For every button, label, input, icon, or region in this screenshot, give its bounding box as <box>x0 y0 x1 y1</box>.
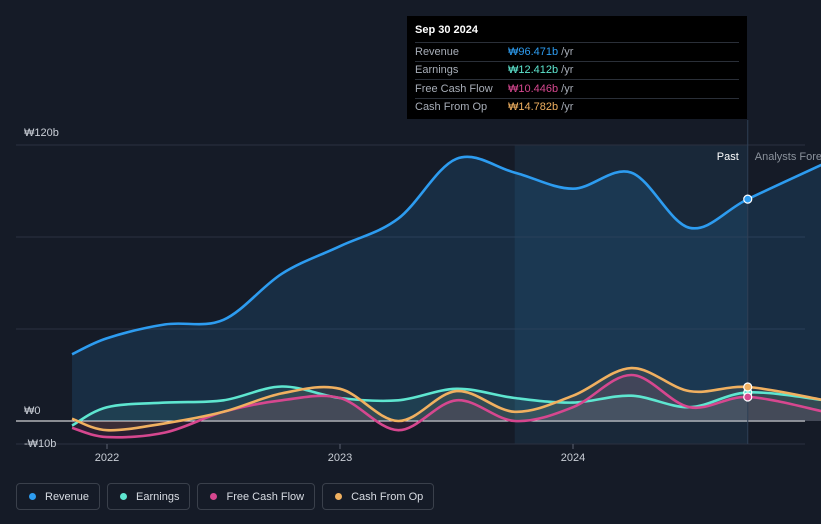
legend-item-cash-from-op[interactable]: Cash From Op <box>322 483 435 510</box>
tooltip-unit: /yr <box>561 45 574 58</box>
tooltip-value: ₩10.446b <box>508 82 559 95</box>
legend-label: Earnings <box>136 490 180 503</box>
legend-dot-icon <box>120 493 128 500</box>
tooltip-label: Revenue <box>415 45 460 58</box>
tooltip-row-free-cash-flow: Free Cash Flow ₩10.446b /yr <box>415 79 739 98</box>
x-tick-label: 2023 <box>328 452 352 464</box>
series-area-free-cash-flow <box>72 375 821 438</box>
tooltip-row-earnings: Earnings ₩12.412b /yr <box>415 60 739 80</box>
marker-free-cash-flow <box>743 392 753 402</box>
y-tick-label: ₩120b <box>24 127 59 139</box>
legend-item-earnings[interactable]: Earnings <box>107 483 191 510</box>
tooltip-row-cash-from-op: Cash From Op ₩14.782b /yr <box>415 97 739 117</box>
x-tick-label: 2022 <box>95 452 119 464</box>
legend-label: Revenue <box>45 490 90 503</box>
series-area-cash-from-op <box>72 368 821 431</box>
tooltip-label: Earnings <box>415 64 459 77</box>
series-line-free-cash-flow <box>71 373 821 439</box>
tooltip-value: ₩14.782b <box>508 101 559 114</box>
legend-label: Cash From Op <box>351 490 424 503</box>
tooltip-value: ₩96.471b <box>508 45 559 58</box>
tooltip-unit: /yr <box>561 101 574 114</box>
legend-dot-icon <box>210 493 218 500</box>
y-axis-labels: ₩120b ₩0 -₩10b <box>24 127 59 450</box>
tooltip-markers <box>743 194 753 402</box>
legend: Revenue Earnings Free Cash Flow Cash Fro… <box>16 483 435 510</box>
y-tick-label: -₩10b <box>24 438 56 450</box>
legend-dot-icon <box>29 493 36 500</box>
legend-item-free-cash-flow[interactable]: Free Cash Flow <box>197 483 316 510</box>
tooltip: Sep 30 2024 Revenue ₩96.471b /yr Earning… <box>407 16 747 119</box>
series-area-revenue <box>72 156 821 421</box>
x-axis: 2022 2023 2024 <box>95 444 585 464</box>
x-tick-label: 2024 <box>561 452 585 464</box>
forecast-highlight-band <box>514 145 748 444</box>
tooltip-date: Sep 30 2024 <box>415 24 478 36</box>
forecast-label: Analysts Forecasts <box>755 151 821 163</box>
tooltip-label: Cash From Op <box>415 101 488 114</box>
series-lines <box>71 155 821 439</box>
marker-cash-from-op <box>743 382 753 392</box>
legend-dot-icon <box>335 493 343 500</box>
grid-lines <box>16 144 805 445</box>
y-tick-label: ₩0 <box>24 405 41 417</box>
past-label: Past <box>717 151 739 163</box>
legend-label: Free Cash Flow <box>226 490 305 503</box>
tooltip-unit: /yr <box>561 64 574 77</box>
tooltip-value: ₩12.412b <box>508 64 559 77</box>
marker-revenue <box>743 194 753 204</box>
tooltip-unit: /yr <box>561 82 574 95</box>
tooltip-row-revenue: Revenue ₩96.471b /yr <box>415 42 739 61</box>
series-line-revenue <box>71 155 821 356</box>
tooltip-label: Free Cash Flow <box>415 82 493 95</box>
series-line-cash-from-op <box>71 366 821 432</box>
legend-item-revenue[interactable]: Revenue <box>16 483 101 510</box>
